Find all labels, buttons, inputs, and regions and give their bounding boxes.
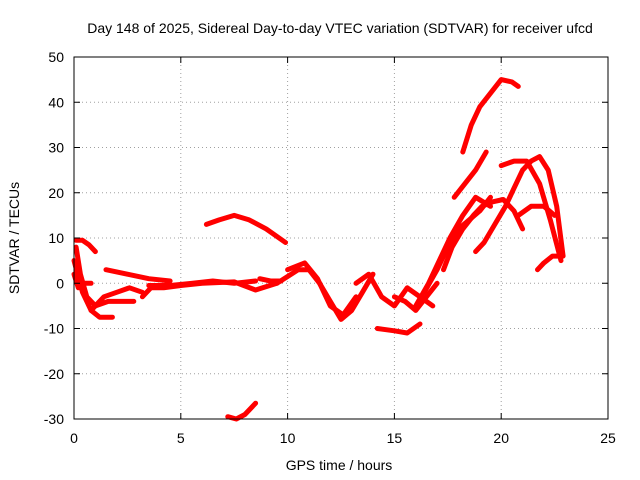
series-line-arc-s (441, 197, 526, 273)
axis-ticks: 0 5 10 15 20 25 -30 -20 -10 0 10 20 30 40 50 (44, 49, 616, 446)
y-tick-label: 20 (48, 185, 64, 201)
series-line-arc-x (515, 203, 558, 218)
x-tick-label: 25 (600, 430, 616, 446)
series-line-arc-u (460, 77, 521, 155)
y-tick-label: -10 (44, 321, 64, 337)
x-axis-title: GPS time / hours (286, 457, 393, 473)
y-tick-label: 50 (48, 49, 64, 65)
y-axis-title: SDTVAR / TECUs (6, 182, 22, 294)
x-tick-label: 20 (493, 430, 509, 446)
x-tick-label: 15 (387, 430, 403, 446)
series-line-arc-i (203, 212, 288, 245)
y-tick-label: 0 (56, 275, 64, 291)
y-tick-label: 30 (48, 140, 64, 156)
series-line-arc-j (225, 400, 259, 422)
series-line-arc-v (473, 154, 566, 259)
series-line-arc-p (391, 280, 440, 313)
series-line-arc-w (498, 158, 564, 264)
series-line-arc-m (285, 260, 359, 318)
x-tick-label: 5 (177, 430, 185, 446)
y-tick-label: 10 (48, 230, 64, 246)
y-tick-label: 40 (48, 94, 64, 110)
x-tick-label: 0 (70, 430, 78, 446)
series-line-arc-o (374, 321, 423, 336)
series-line-arc-h (146, 278, 259, 288)
x-tick-label: 10 (280, 430, 296, 446)
y-tick-label: -30 (44, 411, 64, 427)
series-line-arc-t (451, 149, 489, 200)
series-line-arc-b (73, 237, 98, 255)
series-layer (71, 77, 566, 422)
series-line-arc-y (535, 253, 564, 273)
series-line-arc-d (71, 271, 94, 291)
series-line-arc-f (103, 267, 173, 284)
series-line-arc-e (88, 285, 145, 313)
y-tick-label: -20 (44, 366, 64, 382)
chart-title: Day 148 of 2025, Sidereal Day-to-day VTE… (87, 20, 593, 36)
